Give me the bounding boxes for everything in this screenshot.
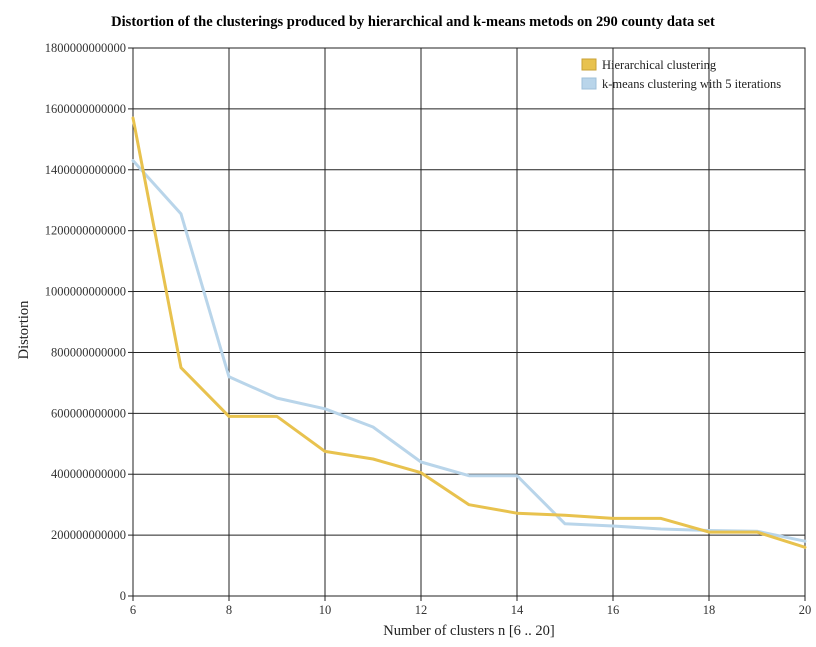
y-axis-ticks: 0 200000000000 400000000000 600000000000 800… bbox=[45, 41, 133, 603]
y-tick-label: 400000000000 bbox=[51, 467, 126, 481]
plot-frame bbox=[132, 47, 806, 597]
legend-swatch-hierarchical bbox=[581, 58, 597, 71]
grid bbox=[132, 47, 806, 597]
y-tick-label: 0 bbox=[120, 589, 126, 603]
legend-label-hierarchical: Hierarchical clustering bbox=[602, 58, 717, 72]
x-tick-label: 12 bbox=[415, 603, 428, 617]
y-tick-label: 1800000000000 bbox=[45, 41, 126, 55]
legend-swatch-kmeans bbox=[581, 77, 597, 90]
x-tick-label: 20 bbox=[799, 603, 812, 617]
x-tick-label: 18 bbox=[703, 603, 716, 617]
x-tick-label: 8 bbox=[226, 603, 232, 617]
series-line-kmeans bbox=[131, 159, 807, 543]
chart-title: Distortion of the clusterings produced b… bbox=[111, 14, 715, 30]
legend-label-kmeans: k-means clustering with 5 iterations bbox=[602, 77, 781, 91]
y-tick-label: 1200000000000 bbox=[45, 224, 126, 238]
x-tick-label: 16 bbox=[607, 603, 620, 617]
legend: Hierarchical clustering k-means clusteri… bbox=[581, 58, 781, 91]
y-axis-label: Distortion bbox=[16, 300, 32, 360]
series-lines bbox=[131, 116, 807, 549]
y-tick-label: 800000000000 bbox=[51, 345, 126, 359]
y-tick-label: 200000000000 bbox=[51, 528, 126, 542]
series-line-hierarchical bbox=[131, 116, 807, 549]
y-tick-label: 1000000000000 bbox=[45, 285, 126, 299]
y-tick-label: 1600000000000 bbox=[45, 102, 126, 116]
x-tick-label: 10 bbox=[319, 603, 332, 617]
y-tick-label: 600000000000 bbox=[51, 406, 126, 420]
x-axis-label: Number of clusters n [6 .. 20] bbox=[383, 623, 555, 639]
y-tick-label: 1400000000000 bbox=[45, 163, 126, 177]
x-tick-label: 14 bbox=[511, 603, 524, 617]
x-axis-ticks: 6 8 10 12 14 16 18 20 bbox=[130, 596, 811, 617]
x-tick-label: 6 bbox=[130, 603, 136, 617]
